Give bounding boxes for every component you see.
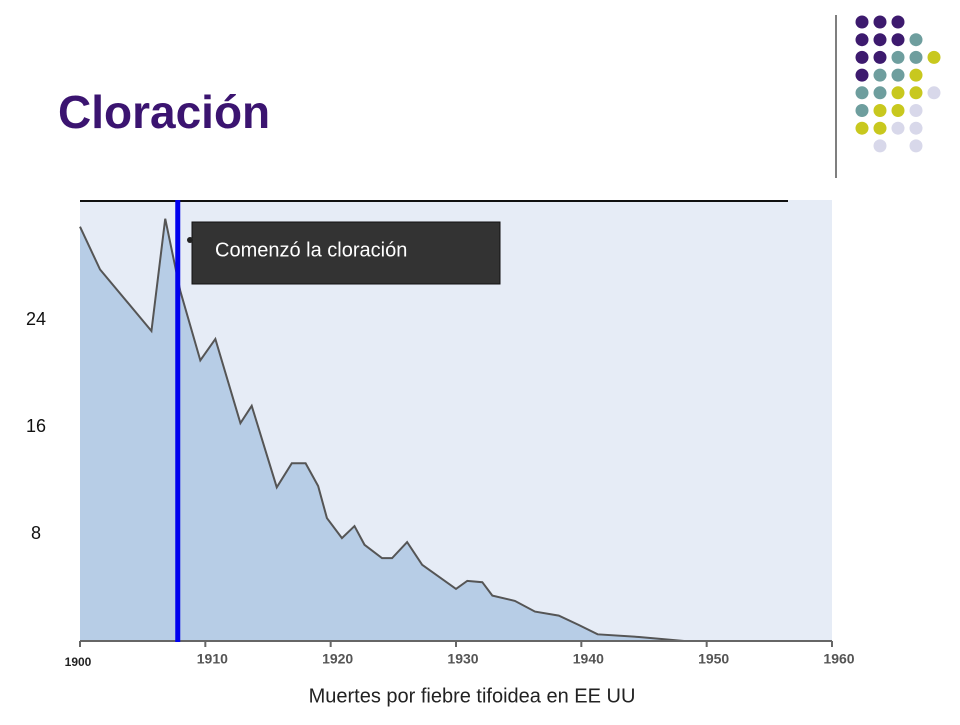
x-tick-label: 1930: [447, 651, 478, 667]
decor-dot: [909, 104, 923, 117]
decor-dot: [891, 33, 905, 47]
decor-dot: [891, 50, 905, 64]
decor-dot: [909, 50, 923, 64]
decor-dot: [873, 139, 887, 153]
decor-dot: [855, 33, 869, 47]
decor-dot: [855, 121, 869, 135]
decor-dot: [909, 68, 923, 82]
x-tick-label: 1900: [65, 655, 92, 669]
annotation-text: Comenzó la cloración: [215, 239, 407, 261]
area: [80, 218, 685, 641]
y-tick-label: 24: [26, 309, 46, 329]
decor-dot: [873, 121, 887, 135]
decor-dot: [909, 33, 923, 47]
decor-dot: [855, 68, 869, 82]
slide-title: Cloración: [58, 86, 270, 138]
decor-dot: [855, 104, 869, 117]
y-tick-label: 8: [31, 523, 41, 543]
x-tick-label: 1940: [573, 651, 604, 667]
x-tick-label: 1920: [322, 651, 353, 667]
decor-dot: [873, 50, 887, 64]
decor-dot: [909, 121, 923, 135]
decor-dot: [891, 68, 905, 82]
decor-dot: [927, 50, 941, 64]
decor-dot: [873, 33, 887, 47]
decor-dot: [891, 104, 905, 117]
decor-dot: [855, 15, 869, 29]
decor-dot: [855, 50, 869, 64]
annotation-box: [191, 221, 501, 285]
decor-dot: [891, 121, 905, 135]
decor-dot: [909, 139, 923, 153]
decor-dot: [891, 86, 905, 100]
x-tick-label: 1950: [698, 651, 729, 667]
decor-dot: [927, 86, 941, 100]
decor-dot: [873, 68, 887, 82]
decor-dot: [873, 15, 887, 29]
area-line: [79, 218, 685, 642]
annotation-dot: [187, 237, 193, 243]
x-tick-label: 1910: [197, 651, 228, 667]
x-tick-label: 1960: [823, 651, 854, 667]
x-axis-label: Muertes por fiebre tifoidea en EE UU: [309, 685, 636, 707]
decor-dot: [891, 15, 905, 29]
y-tick-label: 16: [26, 416, 46, 436]
decor-dot: [909, 86, 923, 100]
decor-dot: [855, 86, 869, 100]
decor-dot: [873, 104, 887, 117]
decor-dot: [873, 86, 887, 100]
decoration: [835, 15, 941, 178]
